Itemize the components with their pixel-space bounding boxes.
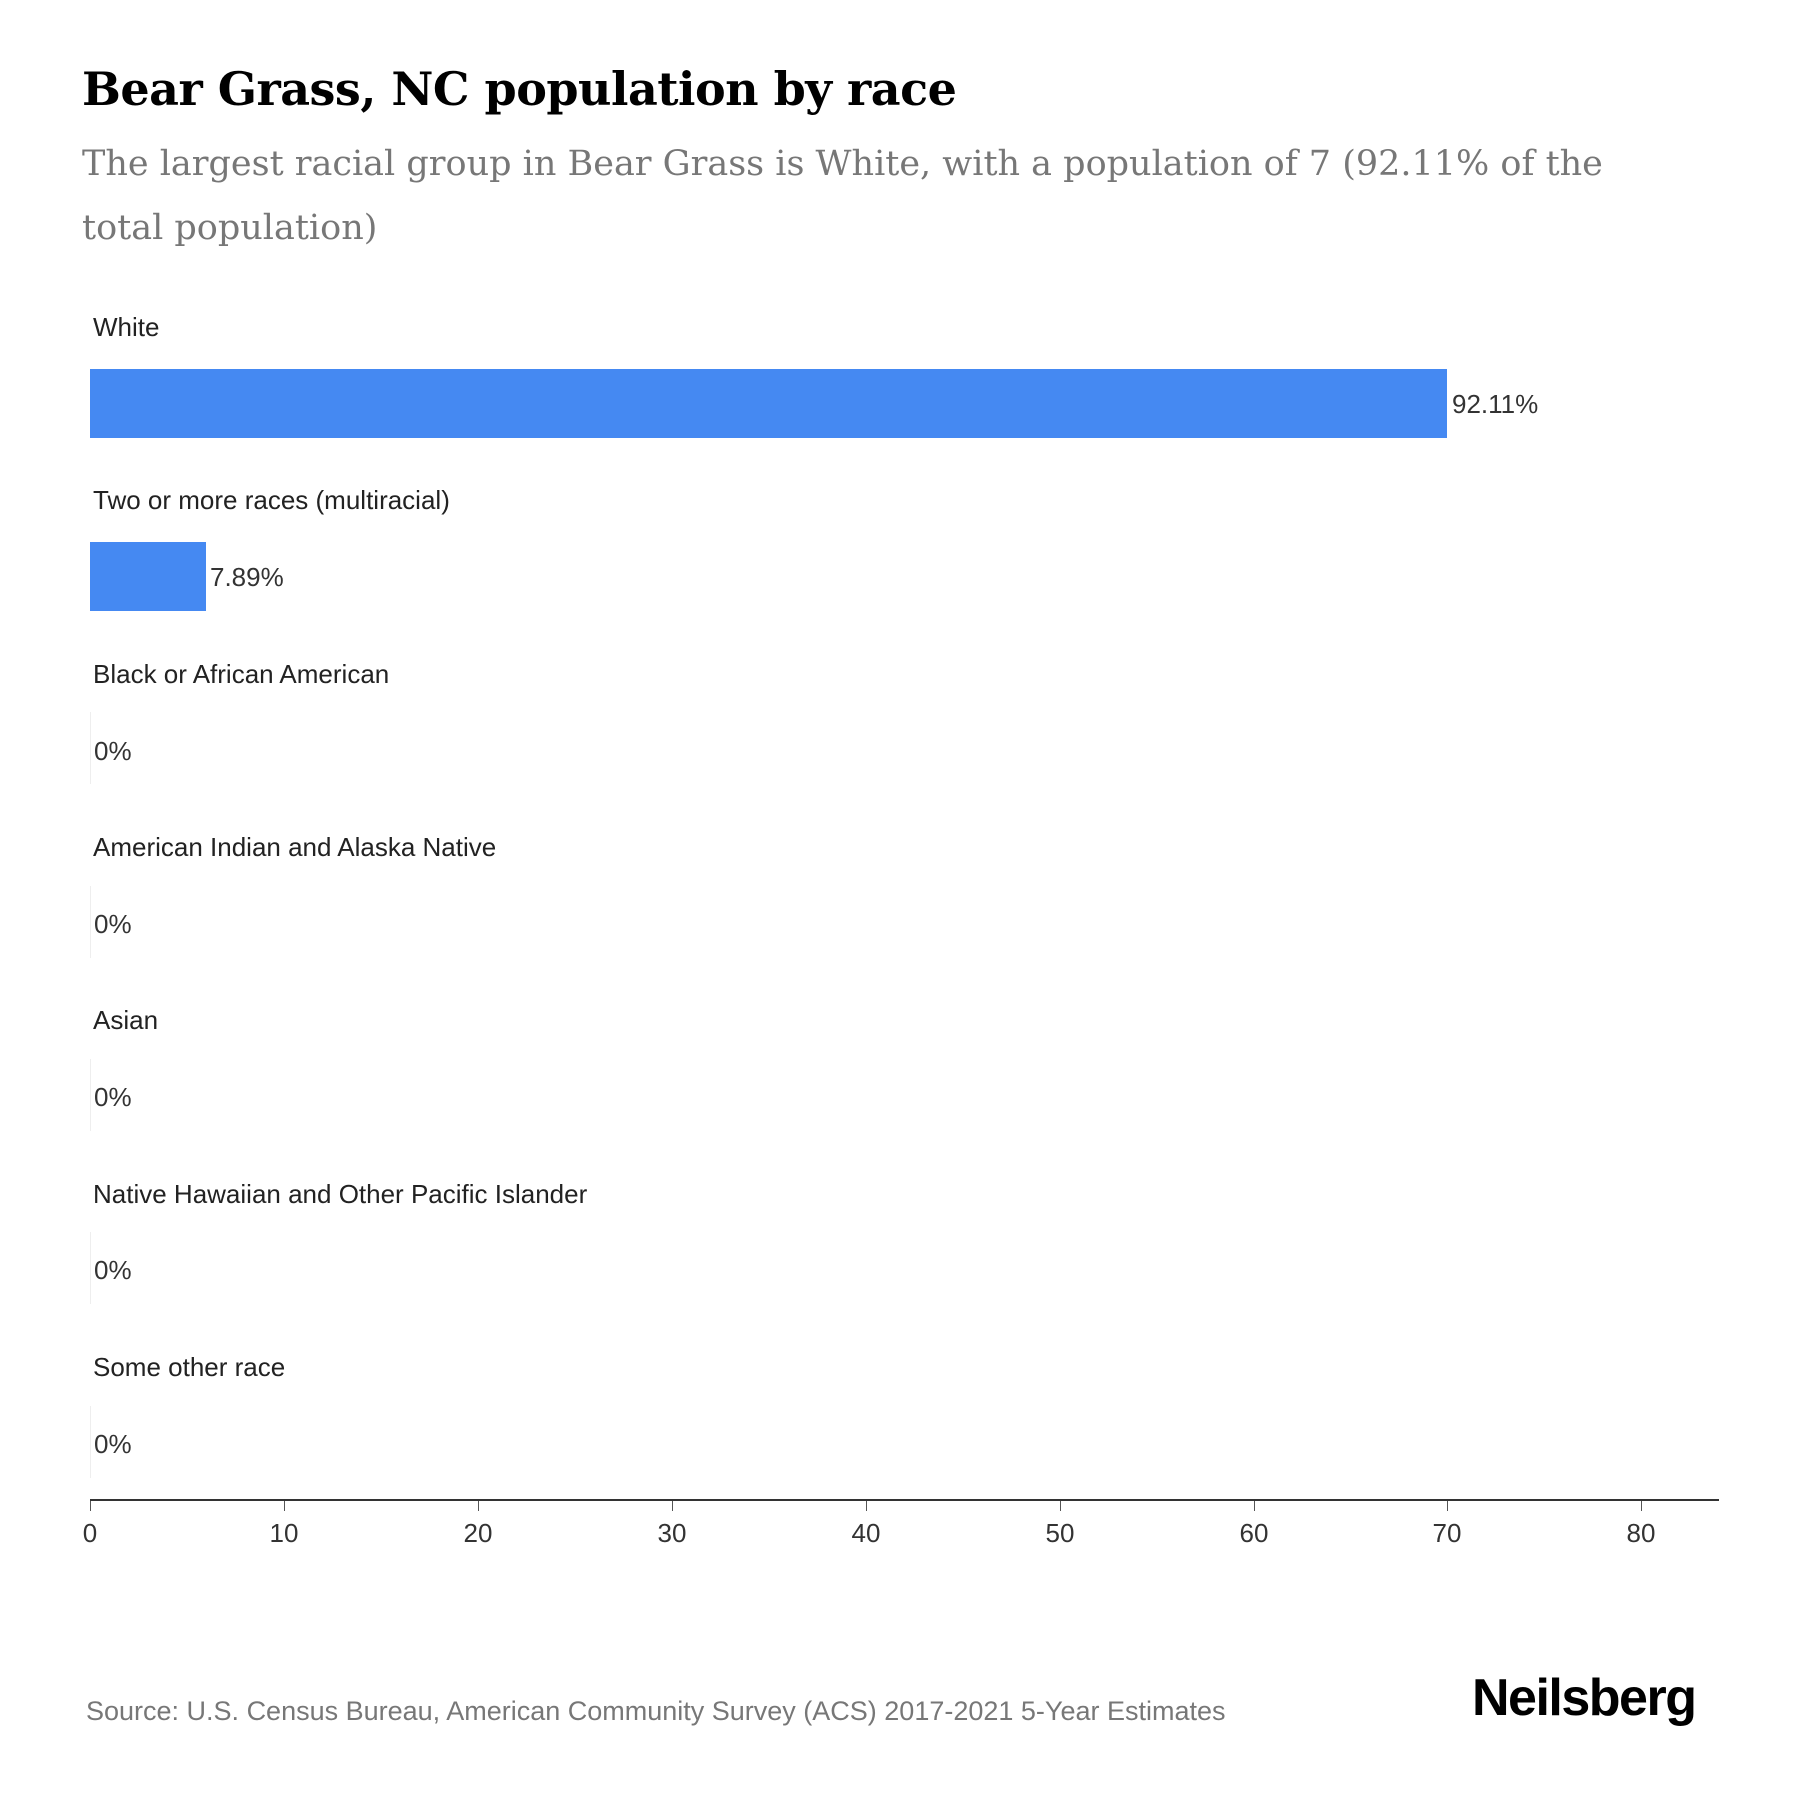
x-tick: [90, 1501, 91, 1511]
value-label-asian: 0%: [94, 1082, 132, 1112]
row-label-multiracial: Two or more races (multiracial): [93, 485, 450, 515]
value-label-native-hawaiian: 0%: [94, 1255, 132, 1285]
chart-subtitle: The largest racial group in Bear Grass i…: [82, 144, 1603, 248]
bar-american-indian: [90, 886, 91, 958]
bar-other-race: [90, 1406, 91, 1478]
row-label-white: White: [93, 312, 160, 342]
bar-native-hawaiian: [90, 1232, 91, 1304]
source-note: Source: U.S. Census Bureau, American Com…: [86, 1696, 1226, 1726]
value-label-white: 92.11%: [1452, 389, 1539, 419]
row-label-black: Black or African American: [93, 659, 390, 689]
x-tick-label: 40: [851, 1518, 881, 1548]
x-tick: [478, 1501, 479, 1511]
brand-logo: Neilsberg: [1472, 1669, 1697, 1727]
x-tick: [1254, 1501, 1255, 1511]
row-label-other-race: Some other race: [93, 1352, 286, 1382]
value-label-other-race: 0%: [94, 1429, 132, 1459]
x-tick-label: 20: [463, 1518, 493, 1548]
value-label-multiracial: 7.89%: [210, 562, 284, 592]
x-tick: [284, 1501, 285, 1511]
x-tick: [1060, 1501, 1061, 1511]
row-label-american-indian: American Indian and Alaska Native: [93, 832, 497, 862]
x-tick-label: 70: [1432, 1518, 1462, 1548]
x-axis-line: [90, 1499, 1719, 1501]
bar-black: [90, 712, 91, 784]
x-tick: [866, 1501, 867, 1511]
x-tick: [672, 1501, 673, 1511]
x-tick-label: 60: [1239, 1518, 1269, 1548]
x-tick-label: 80: [1626, 1518, 1656, 1548]
x-tick-label: 10: [269, 1518, 299, 1548]
x-tick-label: 0: [82, 1518, 98, 1548]
x-tick-label: 50: [1045, 1518, 1075, 1548]
value-label-american-indian: 0%: [94, 909, 132, 939]
x-tick: [1641, 1501, 1642, 1511]
x-tick: [1447, 1501, 1448, 1511]
bar-multiracial: [90, 542, 206, 611]
row-label-asian: Asian: [93, 1005, 159, 1035]
x-tick-label: 30: [657, 1518, 687, 1548]
bar-asian: [90, 1059, 91, 1131]
row-label-native-hawaiian: Native Hawaiian and Other Pacific Island…: [93, 1179, 588, 1209]
value-label-black: 0%: [94, 736, 132, 766]
bar-white: [90, 369, 1447, 438]
chart-title: Bear Grass, NC population by race: [82, 62, 957, 116]
